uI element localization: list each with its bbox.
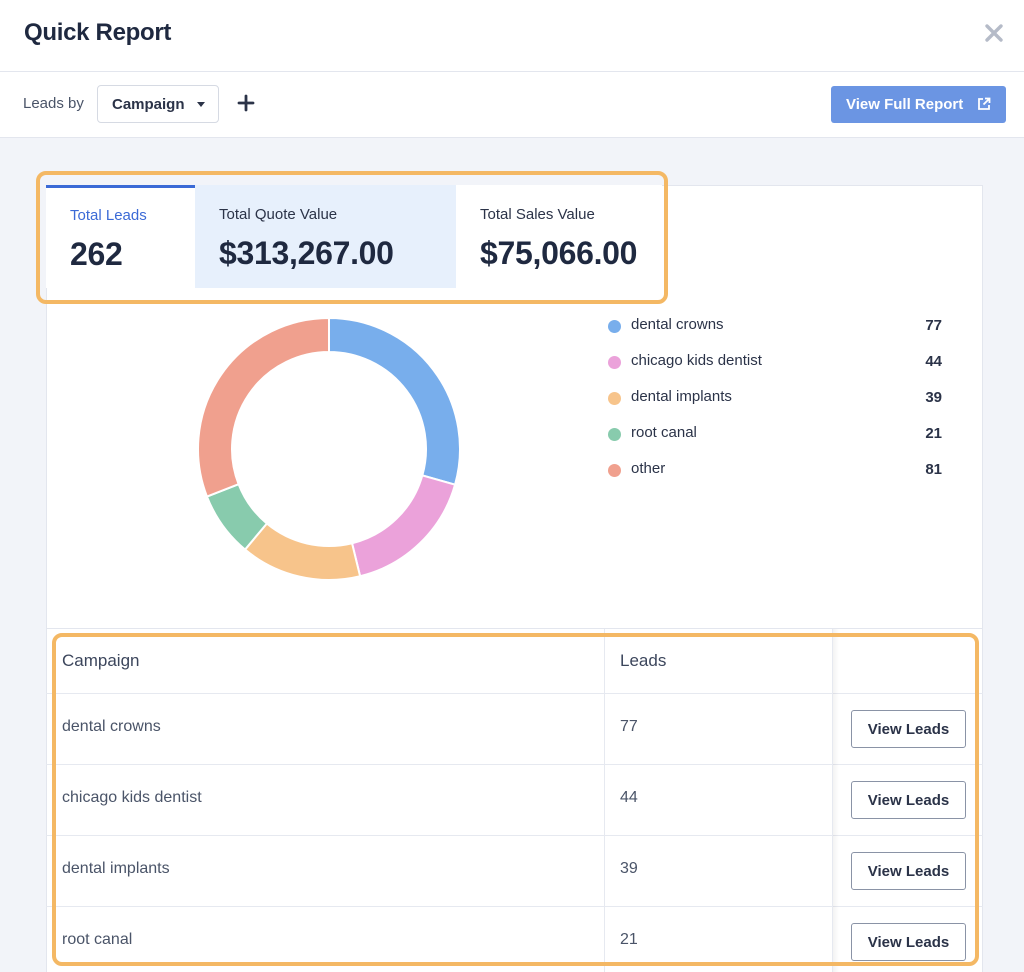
leads-cell: 77 [620, 718, 638, 735]
legend-label: other [631, 460, 666, 477]
column-header-campaign: Campaign [62, 651, 140, 670]
group-by-select[interactable]: Campaign [97, 85, 219, 123]
table-row: chicago kids dentist 44 View Leads [46, 764, 983, 835]
plus-icon[interactable] [234, 91, 258, 115]
view-full-report-button[interactable]: View Full Report [831, 86, 1006, 123]
view-leads-button[interactable]: View Leads [851, 710, 966, 748]
metric-value: $313,267.00 [219, 235, 394, 271]
donut-slice-other[interactable] [197, 316, 330, 498]
legend-count: 81 [925, 461, 942, 478]
column-shadow [833, 629, 839, 972]
legend-color-dot [608, 428, 621, 441]
legend-label: root canal [631, 424, 697, 441]
table-row: dental crowns 77 View Leads [46, 693, 983, 764]
dialog-title: Quick Report [24, 19, 172, 46]
report-card [46, 185, 983, 972]
legend-color-dot [608, 320, 621, 333]
legend-label: chicago kids dentist [631, 352, 762, 369]
donut-slice-dental-crowns[interactable] [328, 316, 461, 486]
legend-color-dot [608, 392, 621, 405]
metric-value: $75,066.00 [480, 235, 638, 271]
leads-cell: 21 [620, 931, 638, 948]
column-divider [832, 629, 833, 972]
campaign-cell: root canal [62, 931, 133, 948]
external-link-icon [978, 97, 991, 110]
caret-down-icon [197, 102, 205, 107]
legend-count: 44 [925, 353, 942, 370]
metric-label: Total Quote Value [219, 206, 338, 223]
report-toolbar: Leads by Campaign View Full Report [0, 72, 1024, 138]
group-by-selected-value: Campaign [112, 95, 185, 113]
dialog-header: Quick Report [0, 0, 1024, 72]
metric-label: Total Leads [70, 207, 147, 224]
leads-donut-chart [197, 316, 461, 581]
donut-slice-chicago-kids-dentist[interactable] [350, 474, 457, 578]
legend-label: dental implants [631, 388, 732, 405]
metric-total-leads[interactable]: Total Leads 262 [46, 185, 195, 288]
view-full-report-label: View Full Report [846, 96, 964, 113]
column-divider [604, 629, 605, 972]
legend-count: 39 [925, 389, 942, 406]
view-leads-button[interactable]: View Leads [851, 923, 966, 961]
metric-value: 262 [70, 236, 123, 272]
campaign-table: Campaign Leads dental crowns 77 View Leads… [46, 628, 983, 972]
close-icon[interactable] [982, 21, 1006, 45]
legend-count: 77 [925, 317, 942, 334]
leads-cell: 39 [620, 860, 638, 877]
legend-count: 21 [925, 425, 942, 442]
table-row: dental implants 39 View Leads [46, 835, 983, 906]
leads-by-label: Leads by [23, 95, 84, 112]
legend-item: dental implants 39 [608, 386, 944, 410]
legend-item: dental crowns 77 [608, 314, 944, 338]
campaign-cell: dental crowns [62, 718, 161, 735]
view-leads-button[interactable]: View Leads [851, 781, 966, 819]
metric-total-quote-value[interactable]: Total Quote Value $313,267.00 [195, 185, 456, 288]
legend-label: dental crowns [631, 316, 724, 333]
leads-cell: 44 [620, 789, 638, 806]
legend-item: root canal 21 [608, 422, 944, 446]
donut-slice-dental-implants[interactable] [243, 522, 362, 581]
column-header-leads: Leads [620, 651, 667, 670]
table-row: root canal 21 View Leads [46, 906, 983, 972]
campaign-cell: chicago kids dentist [62, 789, 202, 806]
legend-color-dot [608, 464, 621, 477]
metric-label: Total Sales Value [480, 206, 595, 223]
metric-total-sales-value[interactable]: Total Sales Value $75,066.00 [456, 185, 662, 288]
legend-color-dot [608, 356, 621, 369]
campaign-cell: dental implants [62, 860, 170, 877]
legend-item: chicago kids dentist 44 [608, 350, 944, 374]
view-leads-button[interactable]: View Leads [851, 852, 966, 890]
legend-item: other 81 [608, 458, 944, 482]
